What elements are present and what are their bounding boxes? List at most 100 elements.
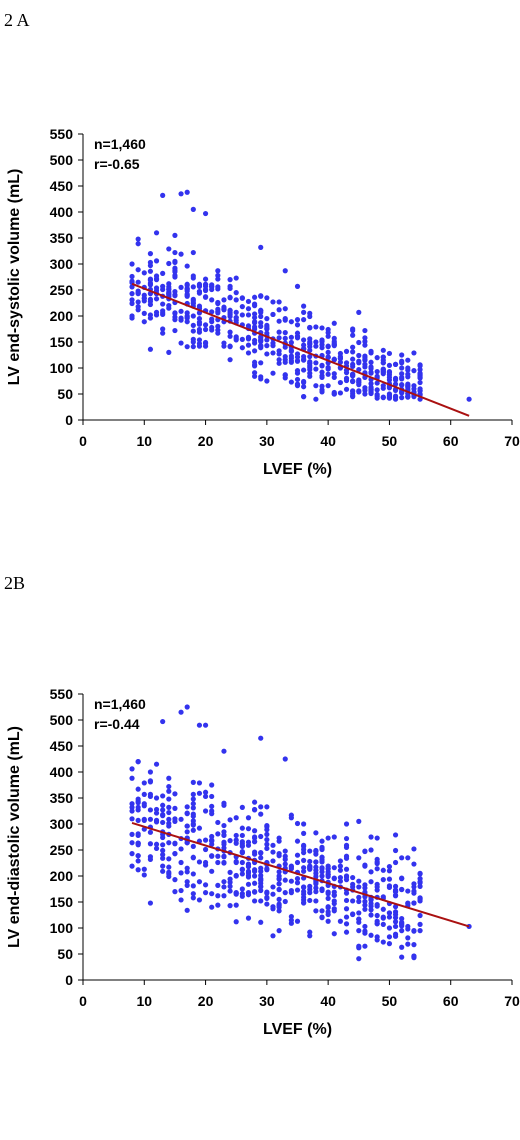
scatter-point — [331, 865, 337, 871]
y-tick-label: 50 — [57, 946, 73, 962]
scatter-point — [178, 816, 184, 822]
scatter-point — [160, 812, 166, 818]
scatter-point — [202, 326, 209, 333]
scatter-point — [386, 362, 393, 368]
scatter-point — [399, 944, 405, 950]
scatter-point — [399, 855, 405, 861]
scatter-point — [141, 270, 147, 276]
scatter-point — [282, 756, 288, 762]
scatter-point — [356, 884, 362, 890]
scatter-point — [417, 366, 423, 373]
scatter-point — [356, 379, 362, 386]
scatter-point — [184, 286, 190, 293]
scatter-point — [325, 895, 331, 901]
scatter-point — [301, 394, 307, 400]
scatter-point — [178, 308, 184, 314]
scatter-point — [411, 942, 417, 948]
scatter-point — [288, 887, 294, 894]
scatter-point — [141, 866, 147, 872]
scatter-point — [411, 953, 417, 959]
scatter-point — [172, 851, 178, 857]
scatter-point — [331, 834, 337, 840]
scatter-point — [153, 810, 160, 816]
scatter-point — [350, 326, 356, 332]
scatter-point — [319, 915, 325, 921]
scatter-point — [343, 877, 350, 883]
scatter-point — [184, 840, 190, 846]
scatter-point — [343, 890, 350, 896]
scatter-point — [307, 336, 313, 342]
scatter-point — [172, 269, 178, 275]
scatter-point — [166, 840, 172, 846]
scatter-point — [190, 895, 196, 901]
scatter-point — [337, 918, 343, 924]
scatter-point — [386, 925, 393, 931]
scatter-point — [411, 900, 417, 906]
scatter-point — [301, 342, 307, 348]
scatter-point — [196, 790, 203, 796]
scatter-point — [129, 273, 135, 280]
scatter-point — [301, 842, 307, 848]
scatter-point — [276, 357, 282, 363]
scatter-point — [135, 867, 141, 873]
scatter-point — [399, 395, 405, 401]
scatter-point — [135, 786, 141, 792]
scatter-point — [160, 192, 166, 198]
scatter-point — [350, 349, 356, 355]
scatter-point — [331, 371, 337, 377]
x-tick-label: 50 — [382, 433, 398, 449]
scatter-point — [184, 907, 190, 913]
scatter-point — [380, 369, 386, 375]
scatter-point — [319, 389, 325, 395]
scatter-point — [141, 803, 147, 809]
scatter-point — [178, 284, 184, 290]
x-tick-label: 20 — [198, 433, 214, 449]
scatter-point — [343, 842, 350, 848]
y-tick-label: 450 — [50, 178, 74, 194]
scatter-point — [233, 335, 239, 341]
scatter-point — [368, 869, 374, 875]
scatter-point — [331, 357, 337, 363]
scatter-point — [245, 868, 252, 874]
scatter-point — [392, 381, 399, 387]
scatter-point — [184, 189, 190, 195]
scatter-point — [343, 929, 350, 935]
annotation-text: r=-0.65 — [94, 156, 140, 172]
scatter-point — [350, 373, 356, 379]
scatter-point — [252, 880, 258, 886]
scatter-point — [209, 283, 215, 289]
scatter-point — [202, 890, 209, 896]
scatter-point — [190, 805, 196, 811]
scatter-point — [202, 882, 209, 888]
scatter-point — [221, 297, 227, 303]
scatter-point — [184, 804, 190, 810]
scatter-point — [392, 387, 399, 393]
scatter-point — [362, 385, 368, 391]
scatter-point — [466, 396, 472, 402]
scatter-point — [294, 376, 301, 383]
scatter-point — [252, 348, 258, 354]
scatter-point — [362, 356, 368, 362]
scatter-point — [313, 339, 319, 345]
scatter-point — [153, 273, 160, 279]
scatter-point — [276, 876, 282, 882]
scatter-point — [153, 296, 160, 302]
scatter-point — [129, 261, 135, 267]
scatter-point — [166, 281, 172, 287]
scatter-point — [215, 853, 221, 859]
scatter-point — [343, 386, 350, 392]
scatter-point — [258, 887, 264, 894]
x-tick-label: 40 — [320, 993, 336, 1009]
scatter-point — [160, 270, 166, 276]
scatter-point — [313, 885, 319, 891]
scatter-point — [178, 709, 184, 715]
scatter-point — [343, 873, 350, 879]
regression-line — [131, 282, 470, 417]
scatter-point — [331, 876, 337, 882]
scatter-point — [227, 883, 233, 889]
scatter-point — [411, 881, 417, 887]
scatter-point — [325, 866, 331, 872]
scatter-point — [147, 816, 154, 822]
scatter-point — [411, 368, 417, 374]
scatter-point — [307, 363, 313, 369]
